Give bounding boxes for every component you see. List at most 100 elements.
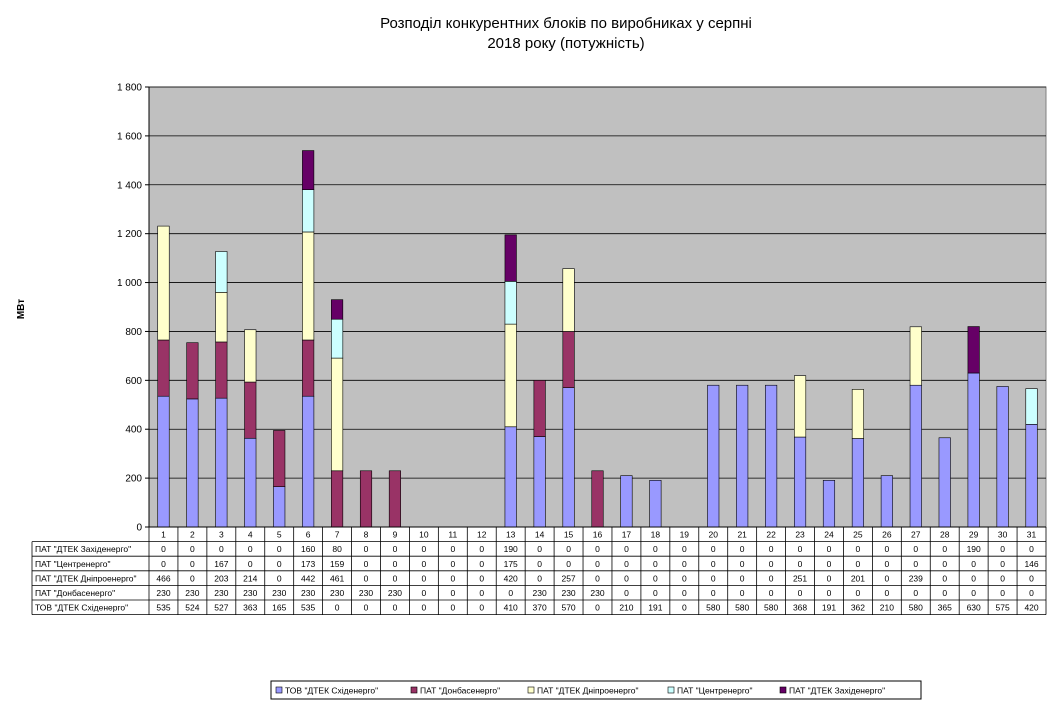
data-label: 0 [422,588,427,598]
data-label: 0 [219,544,224,554]
data-label: 230 [185,588,199,598]
data-label: 0 [393,544,398,554]
bar-segment-2-day-7 [331,470,344,528]
data-label: 0 [827,573,832,583]
data-label: 580 [735,603,749,613]
data-label: 175 [504,559,518,569]
data-label: 0 [364,559,369,569]
x-tick-label: 25 [853,530,863,540]
data-label: 0 [364,603,369,613]
data-label: 0 [624,573,629,583]
data-label: 0 [248,559,253,569]
data-label: 0 [884,588,889,598]
data-label: 230 [301,588,315,598]
data-label: 0 [595,603,600,613]
bar-segment-3-day-7 [331,357,344,472]
bar-segment-1-day-1 [157,395,170,528]
data-label: 0 [595,559,600,569]
x-tick-label: 6 [306,530,311,540]
chart-title: Розподіл конкурентних блоків по виробник… [380,15,752,52]
data-label: 0 [769,573,774,583]
data-label: 0 [653,588,658,598]
data-label: 0 [1000,573,1005,583]
x-tick-label: 4 [248,530,253,540]
bar-segment-5-day-7 [331,299,344,320]
y-tick-label: 800 [125,327,142,338]
data-label: 0 [277,573,282,583]
data-label: 0 [653,559,658,569]
x-tick-label: 11 [448,530,457,540]
data-label: 0 [682,573,687,583]
y-tick-label: 400 [125,425,142,436]
data-label: 527 [214,603,228,613]
data-label: 165 [272,603,286,613]
data-label: 362 [851,603,865,613]
data-label: 0 [711,544,716,554]
data-label: 230 [156,588,170,598]
data-label: 420 [1024,603,1038,613]
legend-swatch [275,686,283,694]
data-label: 0 [248,544,253,554]
bar-segment-4-day-3 [215,251,228,293]
legend-entry: ПАТ "ДТЕК Дніпроенерго" [537,686,639,696]
bar-segment-1-day-20 [707,384,720,528]
data-label: 535 [156,603,170,613]
data-label: 230 [359,588,373,598]
data-label: 0 [393,559,398,569]
data-label: 370 [533,603,547,613]
bar-segment-3-day-6 [302,231,315,341]
data-label: 191 [648,603,662,613]
data-label: 0 [190,559,195,569]
table-row-label: ПАТ "ДТЕК Дніпроенерго" [35,573,137,583]
data-label: 230 [590,588,604,598]
data-label: 0 [537,544,542,554]
y-tick-label: 1 600 [117,131,142,142]
y-tick-label: 1 800 [117,83,142,94]
data-label: 0 [1000,544,1005,554]
x-tick-label: 27 [911,530,921,540]
y-tick-label: 1 400 [117,180,142,191]
legend-swatch [667,686,675,694]
data-label: 0 [856,544,861,554]
data-label: 0 [450,573,455,583]
data-label: 580 [909,603,923,613]
x-tick-label: 21 [737,530,747,540]
data-label: 251 [793,573,807,583]
bar-segment-5-day-13 [504,234,517,282]
data-label: 410 [504,603,518,613]
data-label: 0 [190,544,195,554]
data-label: 146 [1024,559,1038,569]
y-tick-label: 600 [125,376,142,387]
x-tick-label: 19 [680,530,690,540]
bar-segment-4-day-13 [504,281,517,325]
data-label: 201 [851,573,865,583]
data-label: 0 [450,559,455,569]
data-table: 1 2 3 4 5 6 7 8 9 10 11 12 13 14 15 16 17 18 19 20 21 22 23 24 2… [31,526,1047,615]
data-label: 0 [711,559,716,569]
data-label: 0 [422,573,427,583]
data-label: 214 [243,573,257,583]
data-label: 0 [1029,573,1034,583]
data-label: 0 [335,603,340,613]
data-label: 0 [422,603,427,613]
bar-segment-1-day-22 [765,384,778,528]
bar-segment-5-day-29 [967,326,980,374]
data-label: 0 [393,603,398,613]
data-label: 0 [450,588,455,598]
data-label: 466 [156,573,170,583]
y-tick-label: 200 [125,474,142,485]
legend-swatch [779,686,787,694]
data-label: 257 [561,573,575,583]
data-label: 0 [479,588,484,598]
data-label: 0 [884,559,889,569]
data-label: 0 [450,603,455,613]
x-tick-label: 5 [277,530,282,540]
data-label: 0 [827,544,832,554]
x-tick-label: 14 [535,530,545,540]
x-tick-label: 24 [824,530,834,540]
data-label: 0 [566,544,571,554]
data-label: 0 [450,544,455,554]
bar-segment-2-day-2 [186,342,199,400]
x-tick-label: 23 [795,530,805,540]
